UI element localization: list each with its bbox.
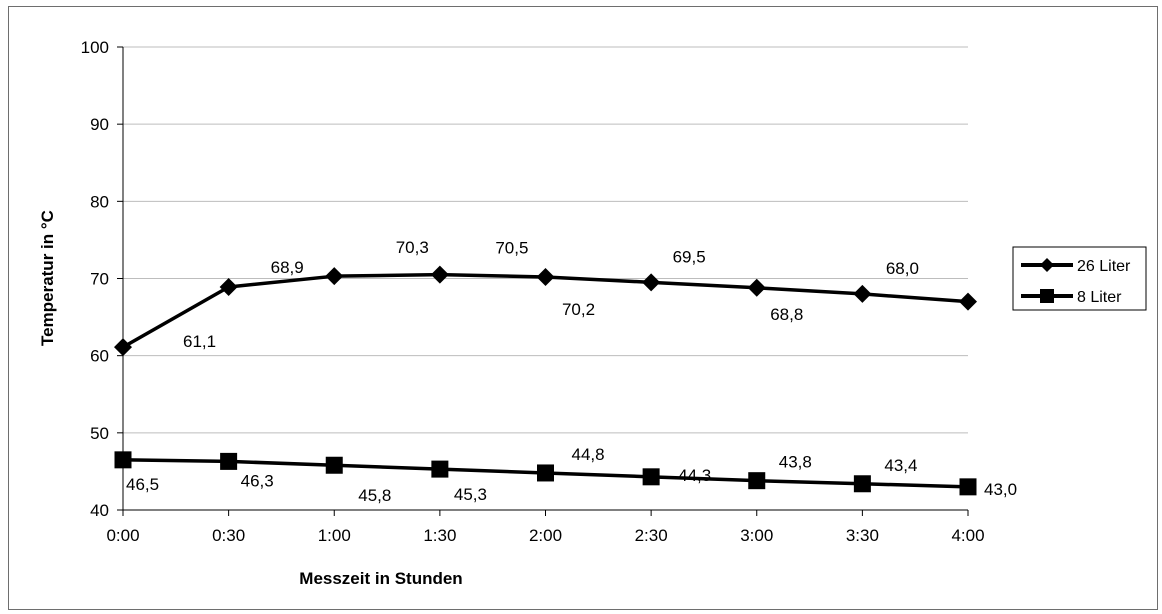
- data-label-26-liter: 68,0: [886, 259, 919, 278]
- y-tick-label: 100: [81, 38, 109, 57]
- data-point-26-liter: [853, 284, 872, 303]
- legend-label-8-liter: 8 Liter: [1077, 289, 1122, 306]
- y-tick-label: 40: [90, 501, 109, 520]
- legend-label-26-liter: 26 Liter: [1077, 258, 1131, 275]
- data-point-26-liter: [219, 277, 238, 296]
- series-layer: [114, 265, 977, 496]
- data-label-26-liter: 68,9: [271, 258, 304, 277]
- data-label-26-liter: 70,2: [562, 300, 595, 319]
- data-point-8-liter: [325, 456, 343, 474]
- data-point-8-liter: [114, 451, 132, 469]
- legend-marker-diamond: [1040, 258, 1054, 272]
- x-tick-label: 3:30: [846, 526, 879, 545]
- data-label-8-liter: 45,3: [454, 485, 487, 504]
- legend-marker-square: [1040, 289, 1054, 303]
- data-point-8-liter: [642, 468, 660, 486]
- x-tick-label: 2:30: [635, 526, 668, 545]
- y-axis-title: Temperatur in °C: [38, 210, 57, 346]
- data-label-26-liter: 70,5: [495, 239, 528, 258]
- x-tick-label: 1:30: [423, 526, 456, 545]
- legend: 26 Liter 8 Liter: [1012, 246, 1147, 311]
- data-label-26-liter: 70,3: [396, 238, 429, 257]
- data-point-26-liter: [747, 278, 766, 297]
- y-axis-ticks: 40 50 60 70 80 90 100: [81, 38, 123, 520]
- y-tick-label: 60: [90, 347, 109, 366]
- x-tick-label: 0:00: [106, 526, 139, 545]
- data-point-8-liter: [959, 478, 977, 496]
- data-label-8-liter: 45,8: [358, 486, 391, 505]
- x-tick-label: 0:30: [212, 526, 245, 545]
- data-label-8-liter: 43,4: [884, 456, 917, 475]
- data-point-8-liter: [853, 475, 871, 493]
- data-point-8-liter: [537, 464, 554, 482]
- x-axis-title: Messzeit in Stunden: [299, 569, 462, 588]
- data-point-26-liter: [536, 267, 555, 286]
- x-tick-label: 1:00: [318, 526, 351, 545]
- data-point-8-liter: [748, 472, 766, 490]
- data-label-26-liter: 68,8: [770, 305, 803, 324]
- y-tick-label: 70: [90, 270, 109, 289]
- data-label-26-liter: 61,1: [183, 332, 216, 351]
- x-tick-label: 3:00: [740, 526, 773, 545]
- x-tick-label: 2:00: [529, 526, 562, 545]
- data-point-8-liter: [220, 452, 238, 470]
- data-point-26-liter: [642, 273, 661, 292]
- data-point-26-liter: [959, 292, 977, 311]
- data-point-26-liter: [114, 338, 132, 357]
- legend-box: [1012, 246, 1147, 311]
- data-label-8-liter: 46,5: [126, 475, 159, 494]
- x-axis-ticks: 0:00 0:30 1:00 1:30 2:00 2:30 3:00 3:30 4:00: [106, 510, 985, 545]
- data-label-8-liter: 44,3: [678, 466, 711, 485]
- y-tick-label: 90: [90, 115, 109, 134]
- data-label-8-liter: 46,3: [241, 471, 274, 490]
- y-tick-label: 50: [90, 424, 109, 443]
- gridlines: [123, 46, 968, 434]
- x-tick-label: 4:00: [951, 526, 984, 545]
- data-label-8-liter: 43,8: [779, 453, 812, 472]
- data-point-26-liter: [430, 265, 449, 284]
- data-label-8-liter: 44,8: [572, 445, 605, 464]
- data-label-8-liter: 43,0: [984, 480, 1017, 499]
- data-point-26-liter: [325, 267, 344, 286]
- data-label-26-liter: 69,5: [673, 247, 706, 266]
- data-point-8-liter: [431, 460, 449, 478]
- y-tick-label: 80: [90, 192, 109, 211]
